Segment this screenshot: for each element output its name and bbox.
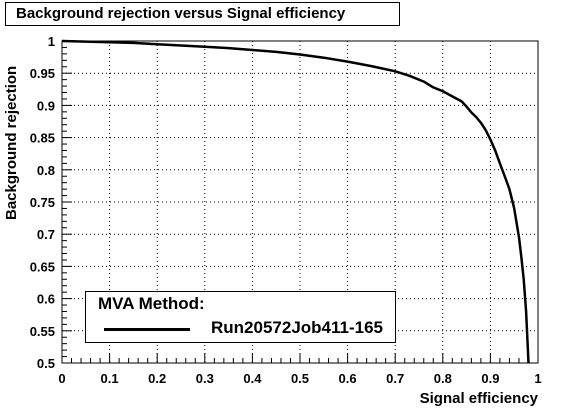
series-line [61,39,530,364]
x-tick-label: 0.5 [291,371,309,386]
legend-title: MVA Method: [98,294,205,313]
x-tick-label: 0.6 [339,371,357,386]
x-tick-label: 0.2 [148,371,166,386]
y-tick-labels: 0.5 0.55 0.6 0.65 0.7 0.75 0.8 0.85 0.9 0.95 1 [30,34,55,371]
legend-series-label: Run20572Job411-165 [211,318,383,337]
chart-title: Background rejection versus Signal effic… [5,2,400,26]
y-tick-label: 0.8 [37,163,55,178]
y-tick-label: 0.5 [37,356,55,371]
y-tick-label: 1 [48,34,55,49]
x-tick-labels: 0 0.1 0.2 0.3 0.4 0.5 0.6 0.7 0.8 0.9 1 [58,371,541,386]
y-tick-label: 0.85 [30,131,55,146]
series-curves [61,39,530,364]
x-tick-label: 0.1 [101,371,119,386]
x-tick-label: 0.8 [434,371,452,386]
x-tick-label: 0.3 [196,371,214,386]
x-tick-label: 0.9 [481,371,499,386]
x-axis-label: Signal efficiency [419,390,538,407]
x-tick-label: 1 [534,371,541,386]
y-tick-label: 0.65 [30,259,55,274]
x-tick-label: 0.7 [386,371,404,386]
legend: MVA Method: Run20572Job411-165 [85,291,396,343]
y-tick-label: 0.75 [30,195,55,210]
legend-line-swatch [104,328,190,331]
y-tick-label: 0.7 [37,227,55,242]
y-axis-label: Background rejection [3,65,20,220]
y-tick-label: 0.95 [30,66,55,81]
x-tick-label: 0 [58,371,65,386]
y-tick-label: 0.55 [30,324,55,339]
y-tick-label: 0.6 [37,292,55,307]
y-tick-label: 0.9 [37,98,55,113]
x-tick-label: 0.4 [243,371,262,386]
